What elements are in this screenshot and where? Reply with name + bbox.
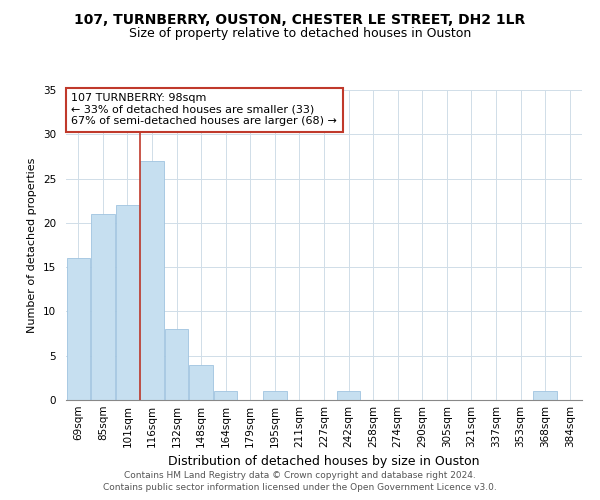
Bar xyxy=(140,161,164,400)
Bar xyxy=(533,391,557,400)
Bar xyxy=(214,391,238,400)
Text: 107 TURNBERRY: 98sqm
← 33% of detached houses are smaller (33)
67% of semi-detac: 107 TURNBERRY: 98sqm ← 33% of detached h… xyxy=(71,93,337,126)
Bar xyxy=(337,391,360,400)
Bar xyxy=(190,364,213,400)
X-axis label: Distribution of detached houses by size in Ouston: Distribution of detached houses by size … xyxy=(168,456,480,468)
Bar xyxy=(165,329,188,400)
Text: Size of property relative to detached houses in Ouston: Size of property relative to detached ho… xyxy=(129,28,471,40)
Bar xyxy=(116,205,139,400)
Y-axis label: Number of detached properties: Number of detached properties xyxy=(28,158,37,332)
Text: Contains public sector information licensed under the Open Government Licence v3: Contains public sector information licen… xyxy=(103,484,497,492)
Text: 107, TURNBERRY, OUSTON, CHESTER LE STREET, DH2 1LR: 107, TURNBERRY, OUSTON, CHESTER LE STREE… xyxy=(74,12,526,26)
Bar xyxy=(67,258,90,400)
Text: Contains HM Land Registry data © Crown copyright and database right 2024.: Contains HM Land Registry data © Crown c… xyxy=(124,471,476,480)
Bar xyxy=(263,391,287,400)
Bar xyxy=(91,214,115,400)
